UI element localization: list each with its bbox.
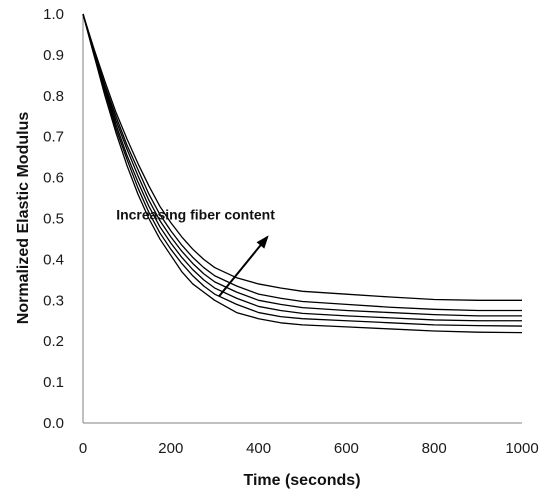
y-tick-labels: 0.0 0.1 0.2 0.3 0.4 0.5 0.6 0.7 0.8 0.9 1.0 bbox=[43, 6, 64, 432]
y-tick-label: 0.9 bbox=[43, 47, 64, 64]
y-tick-label: 0.5 bbox=[43, 211, 64, 228]
series-line-1 bbox=[82, 13, 523, 334]
annotation-layer: Increasing fiber content bbox=[116, 206, 275, 297]
y-tick-label: 0.1 bbox=[43, 374, 64, 391]
y-tick-label: 0.8 bbox=[43, 88, 64, 105]
arrow-head bbox=[256, 235, 269, 249]
annotation-increasing-fiber-content: Increasing fiber content bbox=[116, 206, 275, 222]
y-tick-label: 0.3 bbox=[43, 292, 64, 309]
x-tick-label: 800 bbox=[422, 440, 447, 457]
x-tick-label: 1000 bbox=[505, 440, 538, 457]
series-line-6 bbox=[82, 13, 522, 301]
x-tick-labels: 0 200 400 600 800 1000 bbox=[79, 440, 539, 457]
series-layer bbox=[82, 13, 523, 334]
y-tick-label: 0.2 bbox=[43, 333, 64, 350]
x-axis-title: Time (seconds) bbox=[243, 472, 360, 489]
x-tick-label: 600 bbox=[334, 440, 359, 457]
y-tick-label: 1.0 bbox=[43, 6, 64, 23]
y-axis-title: Normalized Elastic Modulus bbox=[15, 112, 32, 325]
y-tick-label: 0.7 bbox=[43, 129, 64, 146]
series-line-2 bbox=[82, 13, 523, 327]
series-line-3 bbox=[82, 13, 522, 322]
y-tick-label: 0.0 bbox=[43, 415, 64, 432]
y-tick-label: 0.4 bbox=[43, 251, 64, 268]
series-line-5 bbox=[82, 13, 522, 312]
y-tick-label: 0.6 bbox=[43, 170, 64, 187]
plot-area bbox=[82, 14, 522, 424]
x-tick-label: 200 bbox=[158, 440, 183, 457]
arrow-shaft bbox=[218, 236, 269, 297]
x-tick-label: 400 bbox=[246, 440, 271, 457]
series-line-4 bbox=[82, 13, 522, 317]
x-tick-label: 0 bbox=[79, 440, 87, 457]
